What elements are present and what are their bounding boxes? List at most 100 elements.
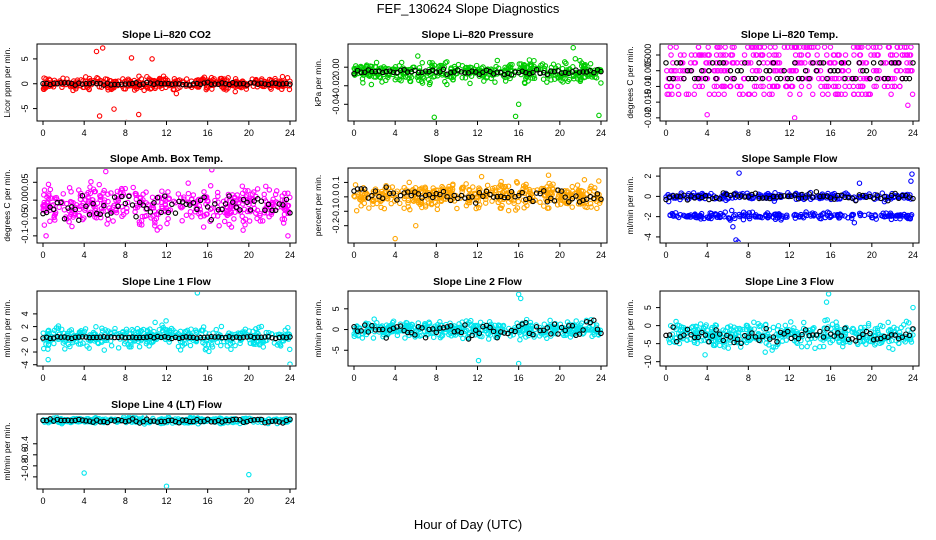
data-point [369,192,375,199]
data-point [886,45,893,50]
data-point [477,319,484,326]
data-point [126,334,132,341]
data-point [885,328,892,334]
data-point [734,336,741,342]
data-point [838,333,845,339]
data-point [781,45,788,50]
y-tick-label: -0.005 [643,58,653,84]
data-point [870,60,877,66]
data-point [516,61,523,67]
data-point [422,68,429,74]
data-point [675,91,682,98]
data-point [280,81,286,87]
x-tick-label: 16 [826,250,836,260]
data-point [503,65,510,72]
data-point [193,338,200,345]
data-point [845,67,852,74]
data-point [269,80,275,86]
data-point [852,197,859,204]
data-point [908,45,914,50]
data-point [255,196,261,202]
data-point [233,204,240,210]
x-tick-label: 8 [746,250,751,260]
data-point [285,324,291,331]
data-point [752,190,759,197]
data-point [791,115,798,120]
data-point [187,334,193,341]
data-point [358,197,364,204]
data-point [512,113,519,120]
data-point [133,85,140,92]
x-tick-label: 8 [434,373,439,383]
data-point [383,68,389,75]
data-point [521,326,527,332]
data-point [840,343,846,350]
x-tick-label: 16 [203,373,213,383]
data-point [56,204,62,211]
data-point [352,182,359,188]
panel-title: Slope Line 4 (LT) Flow [111,399,222,411]
data-point [774,194,780,200]
data-point [54,199,61,206]
data-point [724,75,730,82]
data-point [66,185,73,191]
data-point [806,327,812,333]
data-point [79,193,86,199]
data-point [101,334,107,340]
data-point [158,334,164,341]
data-point [76,80,82,86]
data-point [823,299,830,305]
data-point [40,330,46,336]
data-point [758,83,764,90]
data-point [766,213,773,219]
data-point [892,332,898,338]
data-point [355,192,362,198]
data-point [422,192,429,199]
data-point [58,326,65,333]
data-point [259,218,266,224]
data-point [401,190,407,196]
data-point [542,332,548,338]
data-point [758,75,764,82]
data-point [246,328,252,334]
data-point [706,67,712,74]
data-point [262,81,268,87]
data-point [242,222,248,228]
data-point [472,327,479,333]
data-point [708,210,715,217]
data-point [287,361,293,365]
data-point [714,335,720,342]
data-point [251,334,257,341]
data-point [97,211,104,218]
data-point [172,334,179,341]
data-point [412,222,419,229]
data-point [881,75,888,82]
data-point [670,338,676,345]
data-point [851,75,857,82]
data-point [749,75,755,82]
data-point [237,335,243,341]
data-point [850,326,857,333]
data-point [240,334,247,340]
data-point [208,333,214,340]
data-point [82,78,89,85]
y-tick-label: 0.1 [331,176,341,189]
data-point [202,346,209,353]
data-point [663,83,670,90]
data-point [190,81,197,87]
data-point [132,190,139,197]
data-point [454,205,460,212]
y-tick-label: -5 [643,340,653,348]
data-point [905,102,911,109]
data-point [198,327,205,334]
data-point [492,79,498,85]
x-tick-label: 24 [908,128,918,138]
x-tick-label: 0 [351,373,356,383]
data-point [701,337,707,343]
x-tick-label: 8 [123,373,128,383]
data-point [177,203,184,210]
data-point [134,325,141,332]
y-axis-label: kPa per min. [313,59,323,107]
